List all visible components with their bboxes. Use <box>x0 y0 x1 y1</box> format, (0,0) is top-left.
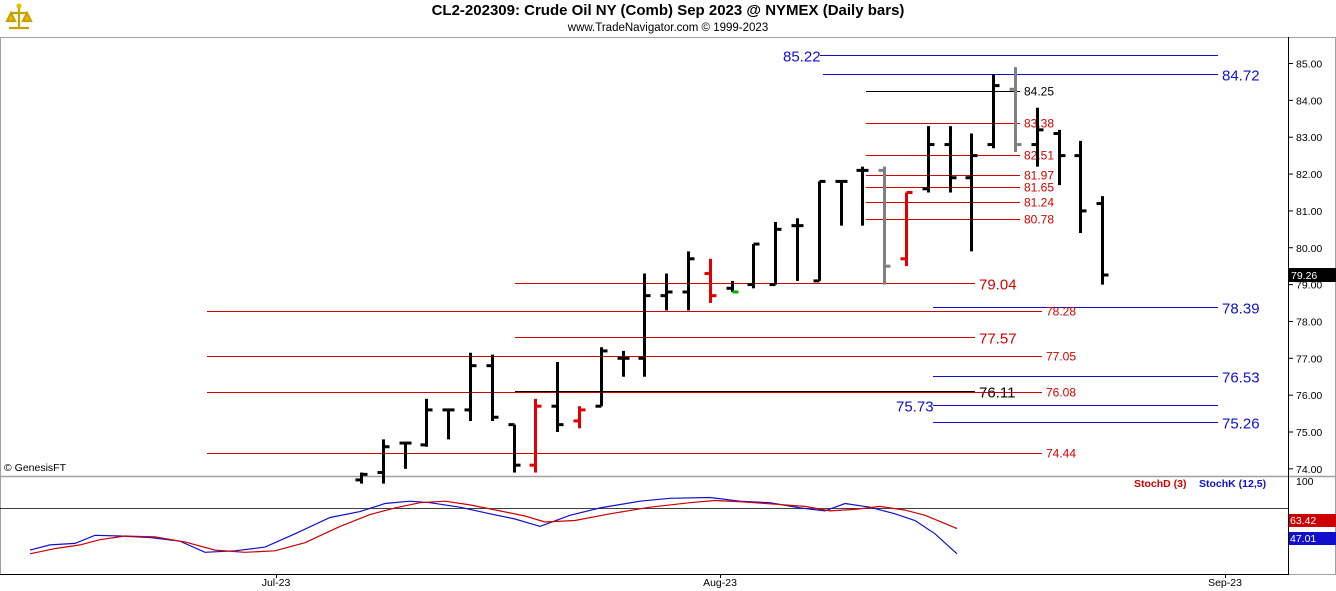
level-label: 75.26 <box>1222 416 1260 433</box>
stochd-value-box <box>1289 514 1336 527</box>
price-axis: 85.00 84.00 83.00 82.00 81.00 80.00 79.00 78.00… <box>1288 59 1322 476</box>
y-tick-label: 81.00 <box>1296 206 1322 218</box>
ohlc-bar <box>420 398 433 447</box>
ohlc-bar <box>551 361 564 432</box>
y-tick-label: 82.00 <box>1296 169 1322 181</box>
stochd-line <box>29 499 958 555</box>
ohlc-bar <box>878 166 891 285</box>
level-label: 79.04 <box>979 277 1017 294</box>
y-tick-label: 84.00 <box>1296 95 1322 107</box>
last-price-label: 79.26 <box>1291 270 1317 282</box>
last-price-badge: 79.26 <box>1289 268 1336 283</box>
copyright-label: © GenesisFT <box>4 462 67 474</box>
y-tick-label: 76.00 <box>1296 390 1322 402</box>
ohlc-bar <box>377 439 390 484</box>
level-label: 84.25 <box>1024 85 1054 99</box>
level-label: 85.22 <box>783 49 821 66</box>
ohlc-bar <box>508 423 521 473</box>
ohlc-bar <box>1074 140 1087 234</box>
y-tick-label: 85.00 <box>1296 59 1322 71</box>
stochk-legend: StochK (12,5) <box>1199 478 1267 490</box>
ohlc-bar <box>987 74 1000 149</box>
stochk-line <box>29 496 958 555</box>
ohlc-bar <box>617 350 630 377</box>
stochk-value-box <box>1289 532 1336 545</box>
stochd-value-label: 63.42 <box>1290 515 1316 527</box>
ohlc-bar <box>355 472 368 484</box>
chart-title: CL2-202309: Crude Oil NY (Comb) Sep 2023… <box>431 2 905 19</box>
trade-navigator-logo-icon <box>2 2 36 34</box>
ohlc-bar <box>922 126 935 193</box>
level-label: 81.24 <box>1024 196 1054 210</box>
ohlc-bar <box>682 251 695 311</box>
y-tick-label: 78.00 <box>1296 316 1322 328</box>
level-label: 78.28 <box>1046 305 1076 319</box>
level-label: 76.08 <box>1046 386 1076 400</box>
ohlc-bar <box>464 352 477 421</box>
ohlc-bar <box>944 126 957 193</box>
stochastic-pane: 100 63.42 47.01 <box>29 476 1336 555</box>
ohlc-bar <box>856 166 869 226</box>
ohlc-bar <box>835 179 848 226</box>
y-tick-label: 74.00 <box>1296 464 1322 476</box>
y-tick-label: 80.00 <box>1296 243 1322 255</box>
ohlc-bar <box>813 179 826 283</box>
level-label: 81.97 <box>1024 169 1054 183</box>
ohlc-bar <box>900 190 913 267</box>
ohlc-bar <box>486 354 499 421</box>
level-label: 77.57 <box>979 331 1017 348</box>
ohlc-bar <box>704 258 717 304</box>
x-tick-label: Jul-23 <box>262 577 291 589</box>
ohlc-bar <box>747 242 760 289</box>
level-label: 83.38 <box>1024 117 1054 131</box>
price-levels: 85.22 84.72 84.25 83.38 82.51 81.9781.6581.24… <box>207 49 1260 461</box>
level-label: 82.51 <box>1024 149 1054 163</box>
x-tick-label: Aug-23 <box>703 577 737 589</box>
ohlc-bar <box>726 280 739 294</box>
level-label: 81.65 <box>1024 181 1054 195</box>
ohlc-bar <box>791 218 804 281</box>
y-tick-label: 77.00 <box>1296 353 1322 365</box>
ohlc-bar <box>595 347 608 408</box>
time-axis: Jul-23 Aug-23 Sep-23 <box>262 574 1242 589</box>
level-label: 84.72 <box>1222 68 1260 85</box>
ohlc-bar <box>573 406 586 429</box>
level-label: 74.44 <box>1046 447 1076 461</box>
y-tick-label: 79.00 <box>1296 280 1322 292</box>
stochd-legend: StochD (3) <box>1134 478 1187 490</box>
level-label: 80.78 <box>1024 213 1054 227</box>
level-label: 77.05 <box>1046 350 1076 364</box>
stochk-value-label: 47.01 <box>1290 533 1316 545</box>
ohlc-bar <box>442 408 455 440</box>
last-price-box <box>1289 268 1336 283</box>
ohlc-bar <box>660 273 673 311</box>
ohlc-bar <box>1009 67 1022 152</box>
y-tick-label: 83.00 <box>1296 132 1322 144</box>
ohlc-bar <box>1031 107 1044 167</box>
ohlc-bar <box>399 441 412 469</box>
ohlc-bars <box>355 67 1109 484</box>
ohlc-bar <box>965 133 978 252</box>
chart-subtitle: www.TradeNavigator.com © 1999-2023 <box>567 22 769 34</box>
level-label: 76.53 <box>1222 370 1260 387</box>
ohlc-bar <box>1053 129 1066 186</box>
level-label: 78.39 <box>1222 301 1260 318</box>
level-label: 75.73 <box>896 399 934 416</box>
y-tick-label: 75.00 <box>1296 427 1322 439</box>
ohlc-bar <box>769 221 782 287</box>
ohlc-bar <box>1096 196 1109 285</box>
x-tick-label: Sep-23 <box>1208 577 1242 589</box>
ohlc-bar <box>529 398 542 473</box>
ohlc-bar <box>638 273 651 377</box>
stoch-tick-label: 100 <box>1296 476 1314 488</box>
